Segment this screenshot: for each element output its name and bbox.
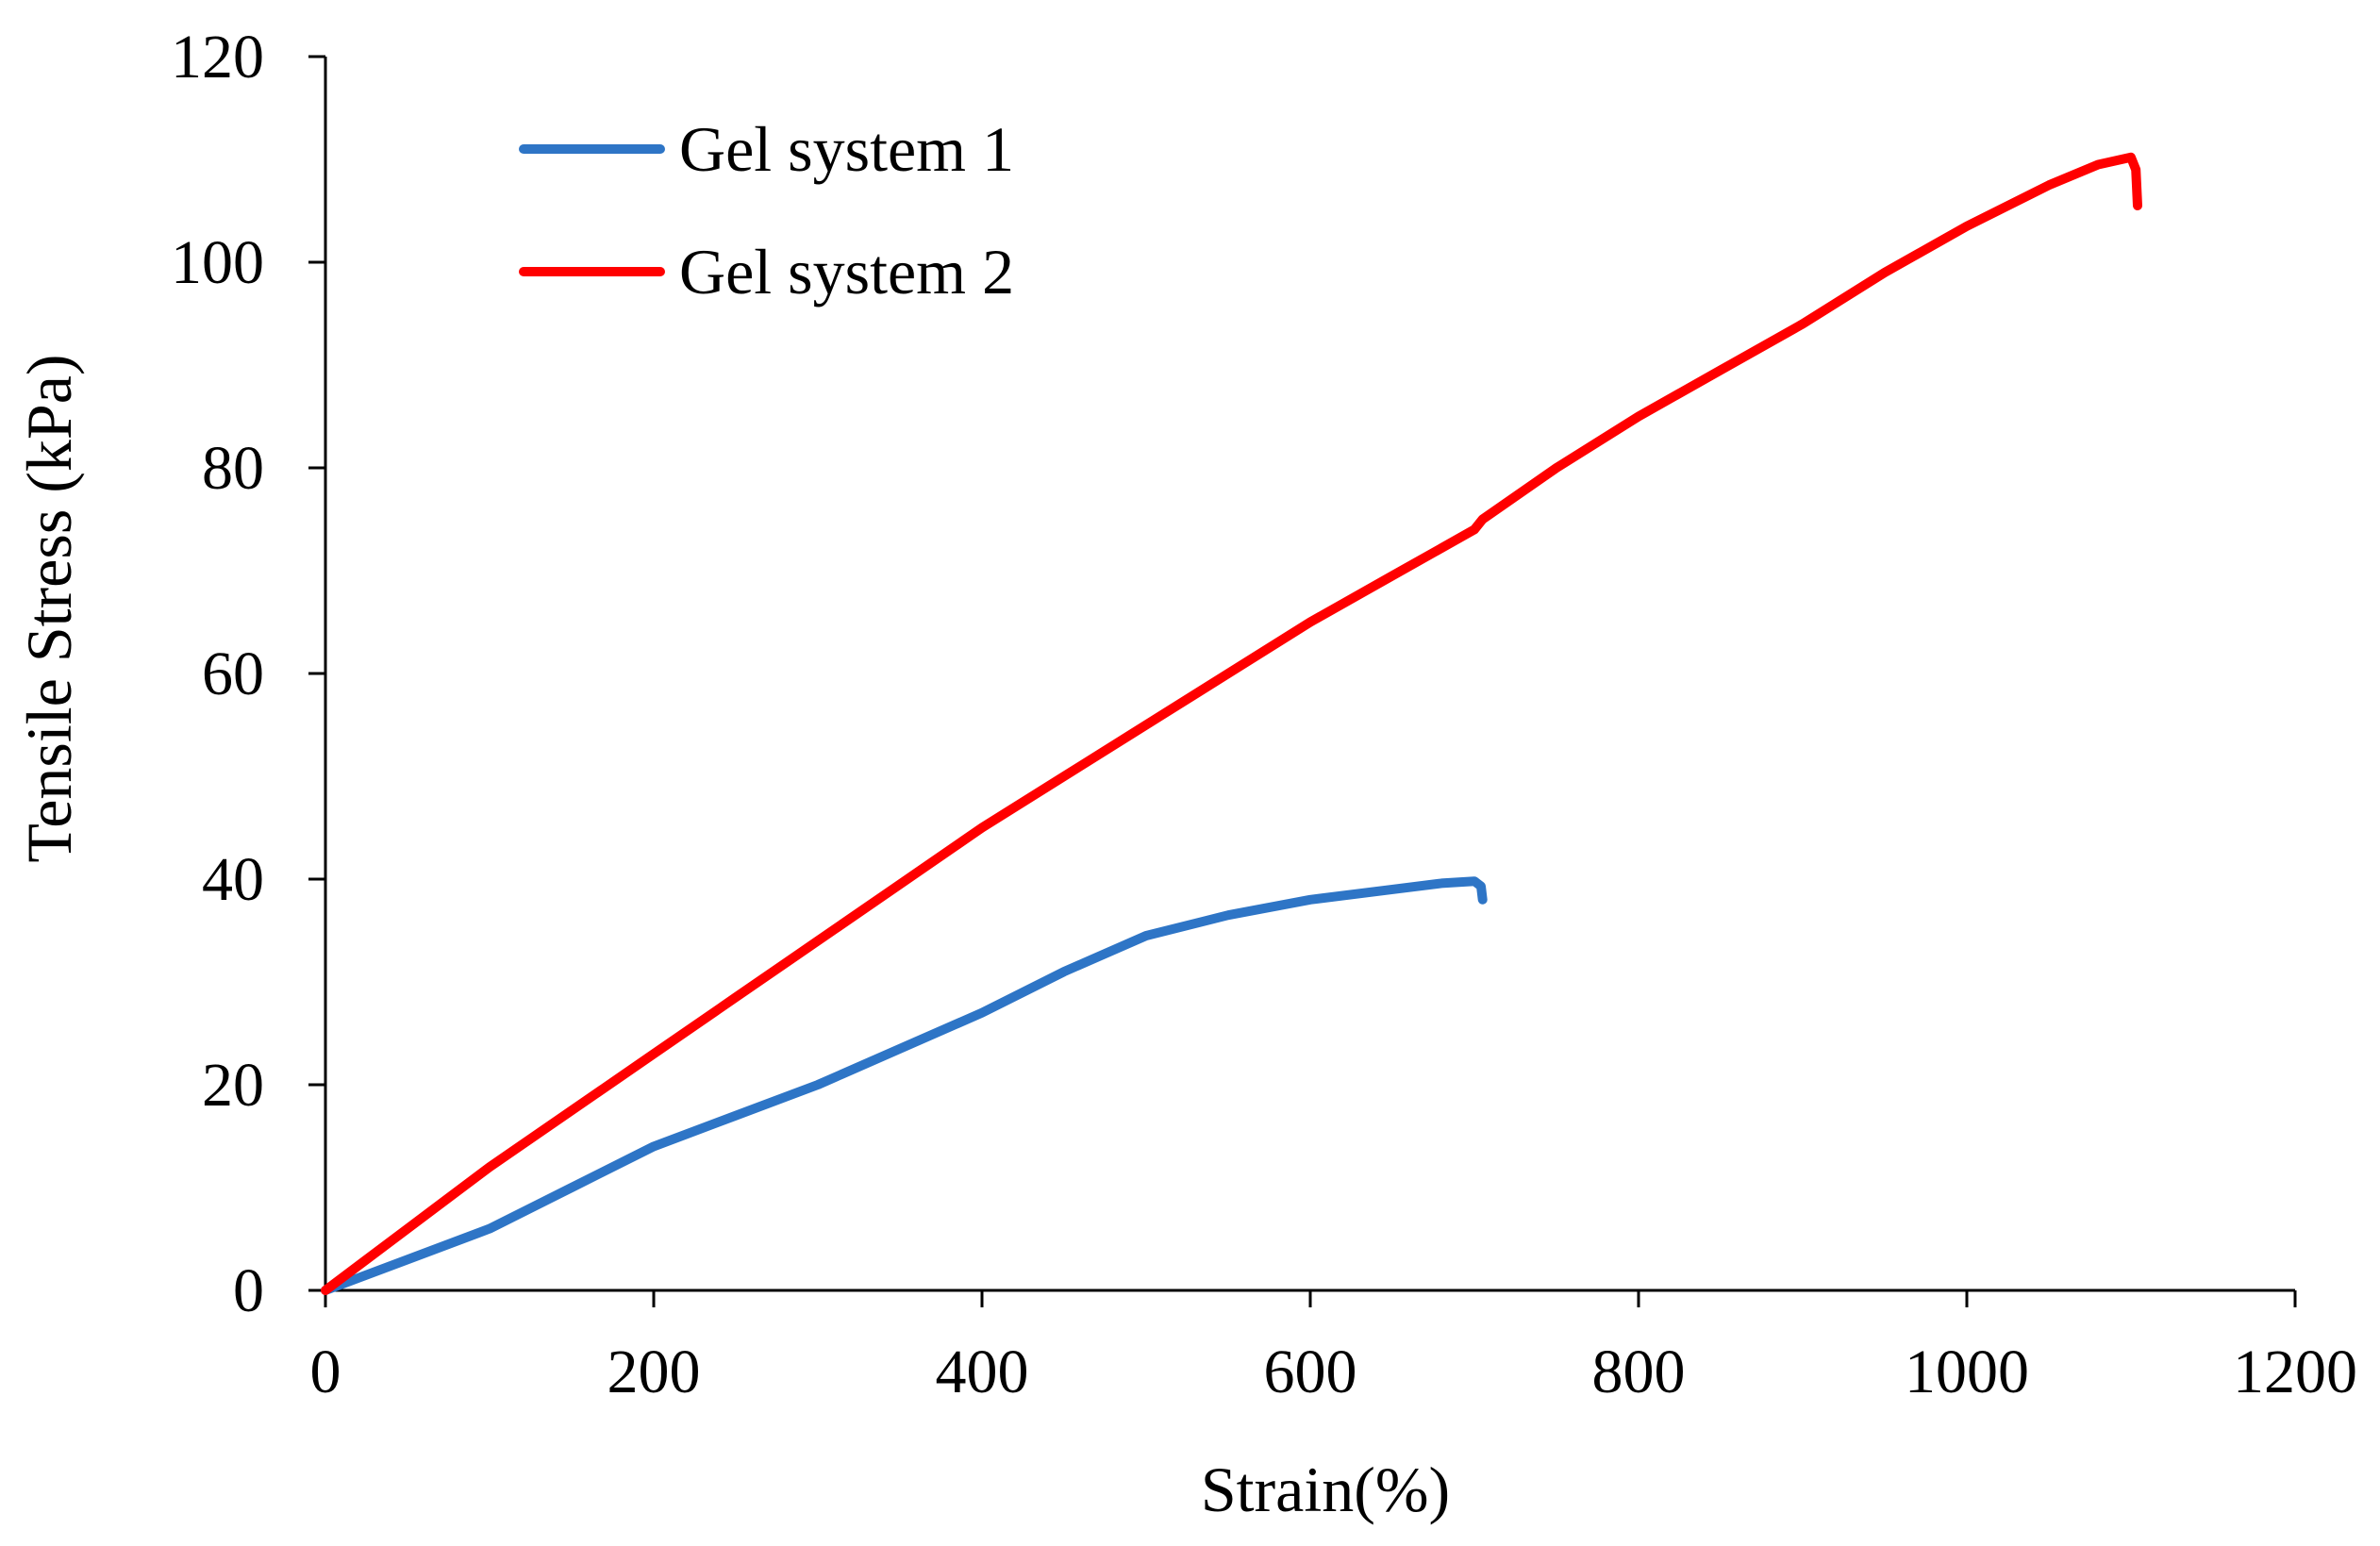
legend-label-2: Gel system 2 [679,236,1014,308]
legend-label-1: Gel system 1 [679,113,1014,185]
series-line-1 [321,876,1488,1295]
x-tick-label: 400 [936,1338,1029,1406]
x-tick-label: 600 [1264,1338,1357,1406]
y-tick-label: 60 [202,640,264,708]
x-tick-label: 1200 [2233,1338,2357,1406]
y-tick-label: 100 [171,228,264,297]
y-tick-label: 20 [202,1051,264,1120]
series-line-2 [321,152,2142,1295]
x-axis-title: Strain(%) [1201,1454,1450,1525]
x-tick-label: 1000 [1905,1338,2029,1406]
y-tick-label: 80 [202,434,264,503]
legend: Gel system 1 Gel system 2 [519,113,1014,308]
y-tick-label: 0 [233,1256,264,1325]
x-tick-label: 800 [1592,1338,1686,1406]
series-lines [321,152,2142,1295]
x-tick-label: 200 [607,1338,701,1406]
x-tick-label: 0 [310,1338,341,1406]
y-tick-label: 40 [202,845,264,914]
y-tick-label: 120 [171,23,264,91]
y-axis-title: Tensile Stress (kPa) [13,354,85,862]
